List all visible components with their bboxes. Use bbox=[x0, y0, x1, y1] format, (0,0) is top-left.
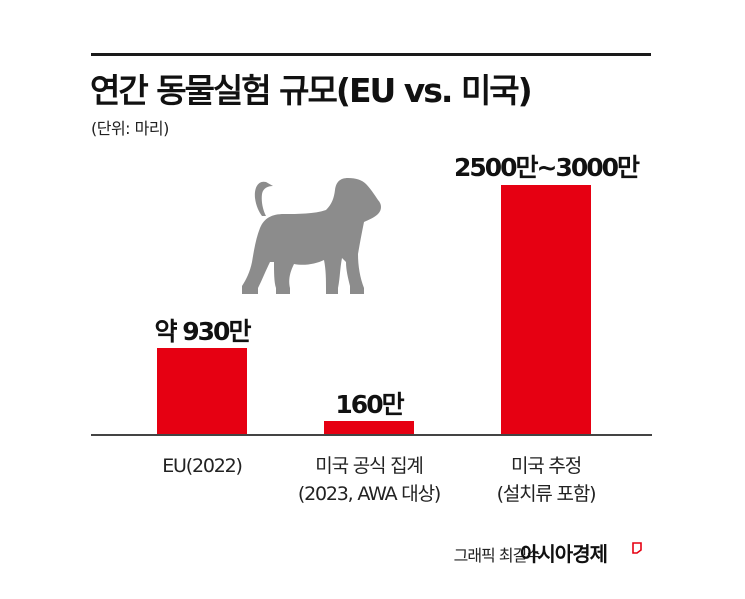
unit-subtitle: (단위: 마리) bbox=[91, 119, 169, 138]
category-label-eu: EU(2022) bbox=[162, 452, 243, 480]
dog-silhouette-icon bbox=[242, 178, 381, 294]
graphic-credit: 그래픽 최길수 bbox=[453, 546, 541, 565]
bar-value-label-us-estimate: 2500만~3000만 bbox=[453, 153, 640, 182]
bar-eu-2022 bbox=[157, 348, 247, 435]
category-label-line1: EU(2022) bbox=[162, 455, 243, 477]
x-axis-baseline bbox=[91, 434, 652, 436]
publisher-logo: 아시아경제 bbox=[520, 542, 608, 566]
footer: 그래픽 최길수 아시아경제 bbox=[0, 538, 745, 568]
bar-us-official-2023 bbox=[324, 421, 414, 435]
category-label-line2: (2023, AWA 대상) bbox=[297, 483, 441, 505]
chart-title: 연간 동물실험 규모(EU vs. 미국) bbox=[90, 71, 533, 110]
category-label-us-official: 미국 공식 집계 (2023, AWA 대상) bbox=[297, 452, 441, 508]
top-rule bbox=[91, 53, 651, 56]
category-label-line2: (설치류 포함) bbox=[496, 483, 597, 505]
category-label-us-estimate: 미국 추정 (설치류 포함) bbox=[496, 452, 597, 508]
bar-value-label-us-official: 160만 bbox=[335, 390, 404, 419]
category-label-line1: 미국 추정 bbox=[511, 455, 582, 477]
category-label-line1: 미국 공식 집계 bbox=[315, 455, 424, 477]
logo-mark-icon bbox=[632, 542, 642, 554]
bar-us-estimate bbox=[501, 185, 591, 435]
bar-value-label-eu: 약 930만 bbox=[154, 317, 252, 346]
